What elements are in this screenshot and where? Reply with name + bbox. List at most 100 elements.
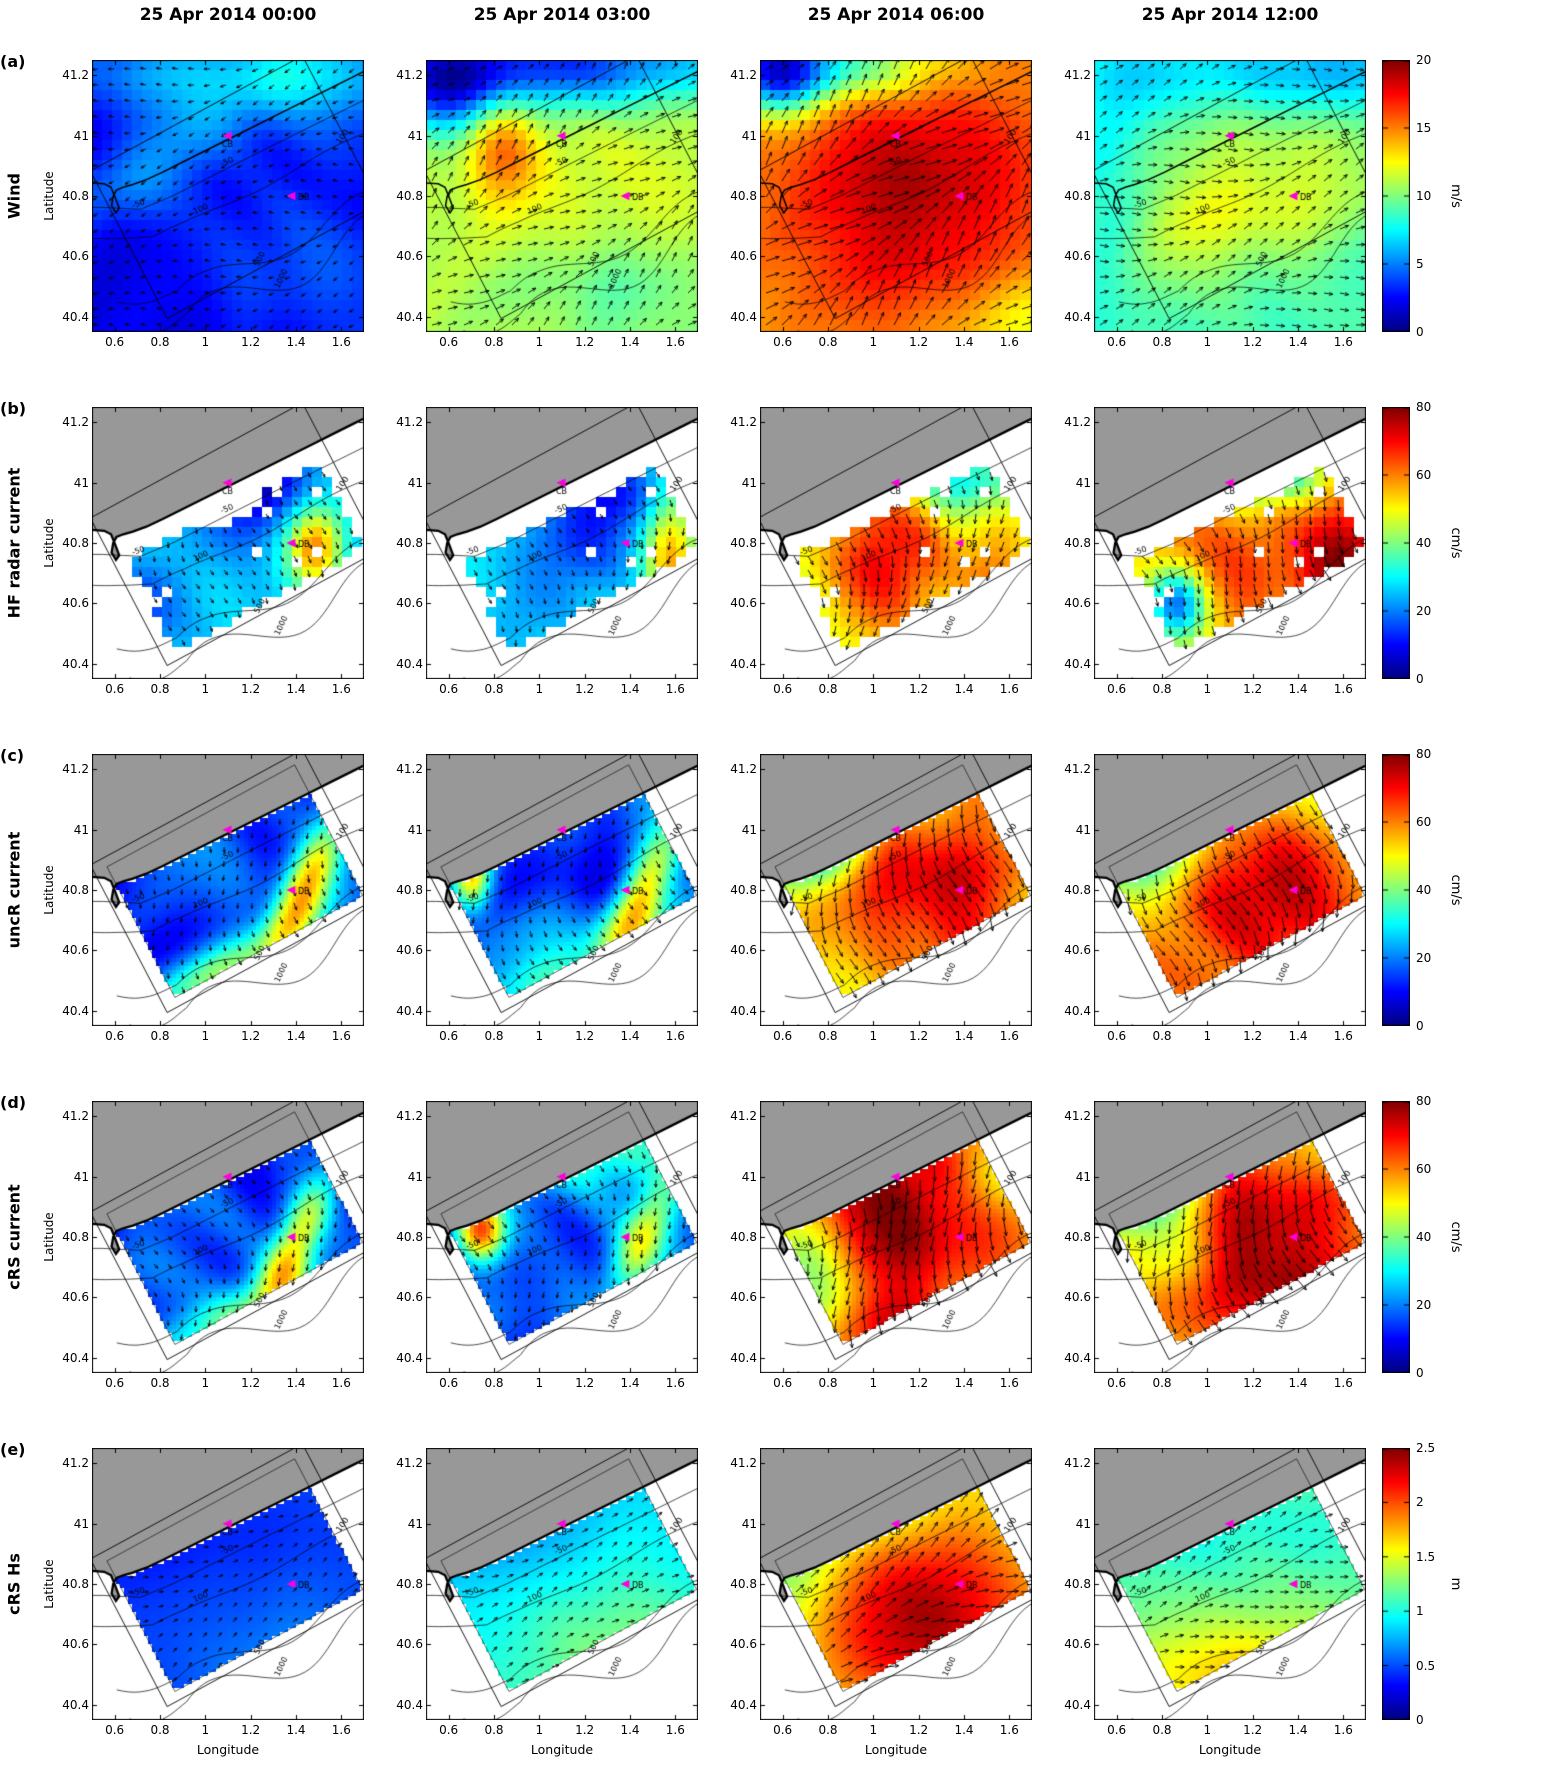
panel-letter-d: (d) bbox=[0, 1093, 27, 1112]
colorbar-canvas-b bbox=[1382, 407, 1410, 679]
map-panel-c-1: Latitude 41.2 41 40.8 40.6 40.4 0.6 0.8 1 1.2 1.4 1… bbox=[42, 754, 364, 1071]
colorbar-c: 0 20 40 60 80 cm/s bbox=[1382, 747, 1502, 1033]
colorbar-tick-label: 0 bbox=[1416, 672, 1424, 686]
colorbar-tick-label: 80 bbox=[1416, 747, 1432, 761]
x-tick-label: 0.6 bbox=[105, 682, 125, 696]
y-tick-label: 41.2 bbox=[62, 762, 89, 777]
y-tick-label: 40.4 bbox=[396, 309, 423, 324]
column-title-2: 25 Apr 2014 03:00 bbox=[473, 5, 651, 25]
x-tick-label: 1 bbox=[535, 335, 544, 349]
map-canvas-a-2 bbox=[426, 60, 698, 332]
y-tick-label: 40.6 bbox=[62, 943, 89, 958]
colorbar-tick-label: 0 bbox=[1416, 1713, 1424, 1727]
y-tick-label: 40.6 bbox=[1064, 249, 1091, 264]
x-tick-label: 0.8 bbox=[818, 335, 838, 349]
x-tick-label: 1.4 bbox=[620, 682, 640, 696]
x-tick-label: 1.2 bbox=[909, 1029, 929, 1043]
map-plot-a-4: 0.6 0.8 1 1.2 1.4 1.6 bbox=[1094, 60, 1366, 349]
x-tick-label: 1 bbox=[535, 1029, 544, 1043]
x-tick-label: 1.4 bbox=[954, 1376, 974, 1390]
x-tick-label: 0.6 bbox=[1107, 1723, 1127, 1737]
y-tick-label: 41.2 bbox=[396, 1109, 423, 1124]
y-axis-c-3: 41.2 41 40.8 40.6 40.4 bbox=[710, 754, 760, 1026]
y-tick-label: 41 bbox=[1075, 1169, 1091, 1184]
y-tick-label: 40.8 bbox=[62, 536, 89, 550]
x-tick-label: 1.6 bbox=[665, 1723, 685, 1737]
y-tick-label: 40.4 bbox=[62, 656, 89, 671]
y-tick-label: 41 bbox=[73, 822, 89, 837]
x-tick-label: 1.2 bbox=[1243, 1376, 1263, 1390]
x-tick-label: 1.4 bbox=[954, 1723, 974, 1737]
x-axis-label: Longitude bbox=[196, 1742, 260, 1757]
x-tick-label: 0.6 bbox=[1107, 682, 1127, 696]
x-tick-label: 1.2 bbox=[241, 682, 261, 696]
x-tick-label: 1.6 bbox=[1333, 335, 1353, 349]
x-tick-label: 1.2 bbox=[1243, 682, 1263, 696]
map-panel-c-3: 41.2 41 40.8 40.6 40.4 0.6 0.8 1 1.2 1.4 1.6 bbox=[710, 754, 1032, 1071]
x-tick-label: 0.8 bbox=[1152, 1723, 1172, 1737]
y-tick-label: 41.2 bbox=[1064, 1456, 1091, 1471]
x-tick-label: 0.8 bbox=[818, 682, 838, 696]
x-tick-label: 1.6 bbox=[999, 1029, 1019, 1043]
x-tick-label: 1.4 bbox=[954, 335, 974, 349]
row-left-labels-b: (b) HF radar current bbox=[0, 399, 42, 679]
y-tick-label: 41.2 bbox=[396, 1456, 423, 1471]
x-tick-label: 1.4 bbox=[286, 682, 306, 696]
y-tick-label: 40.6 bbox=[1064, 1290, 1091, 1305]
y-axis-e-1: Latitude 41.2 41 40.8 40.6 40.4 bbox=[42, 1448, 92, 1720]
header-group-2: 25 Apr 2014 03:00 bbox=[376, 5, 698, 25]
x-tick-label: 1.2 bbox=[241, 1723, 261, 1737]
x-tick-label: 1.4 bbox=[954, 682, 974, 696]
map-plot-a-1: 0.6 0.8 1 1.2 1.4 1.6 bbox=[92, 60, 364, 349]
map-plot-c-3: 0.6 0.8 1 1.2 1.4 1.6 bbox=[760, 754, 1032, 1043]
y-tick-label: 40.8 bbox=[396, 1577, 423, 1591]
y-tick-label: 40.6 bbox=[62, 1290, 89, 1305]
colorbar-tick-label: 20 bbox=[1416, 951, 1432, 965]
map-panel-b-4: 41.2 41 40.8 40.6 40.4 0.6 0.8 1 1.2 1.4 1.6 bbox=[1044, 407, 1366, 724]
panel-letter-e: (e) bbox=[0, 1440, 26, 1459]
map-canvas-a-1 bbox=[92, 60, 364, 332]
colorbar-a: 0 5 10 15 20 m/s bbox=[1382, 53, 1502, 339]
y-tick-label: 40.4 bbox=[730, 1350, 757, 1365]
map-plot-e-3: 0.6 0.8 1 1.2 1.4 1.6 Longitude bbox=[760, 1448, 1032, 1757]
x-tick-label: 1.2 bbox=[909, 1376, 929, 1390]
x-tick-label: 1.6 bbox=[999, 682, 1019, 696]
y-tick-label: 41 bbox=[407, 822, 423, 837]
map-canvas-b-1 bbox=[92, 407, 364, 679]
y-tick-label: 40.6 bbox=[62, 249, 89, 264]
x-tick-label: 1.2 bbox=[909, 1723, 929, 1737]
y-tick-label: 40.4 bbox=[396, 656, 423, 671]
y-tick-label: 41.2 bbox=[62, 68, 89, 83]
y-tick-label: 41 bbox=[73, 128, 89, 143]
colorbar-unit-c: cm/s bbox=[1448, 874, 1463, 906]
colorbar-tick-label: 40 bbox=[1416, 883, 1432, 897]
colorbar-tick-label: 2.5 bbox=[1416, 1441, 1436, 1455]
y-tick-label: 40.4 bbox=[730, 309, 757, 324]
x-tick-label: 1.4 bbox=[620, 335, 640, 349]
figure-row-d: (d) cRS current Latitude 41.2 41 40.8 40.6 40.4… bbox=[0, 1071, 1561, 1418]
map-plot-c-1: 0.6 0.8 1 1.2 1.4 1.6 bbox=[92, 754, 364, 1043]
y-tick-label: 40.4 bbox=[730, 656, 757, 671]
map-plot-b-4: 0.6 0.8 1 1.2 1.4 1.6 bbox=[1094, 407, 1366, 696]
y-axis-a-1: Latitude 41.2 41 40.8 40.6 40.4 bbox=[42, 60, 92, 332]
y-tick-label: 40.6 bbox=[396, 1290, 423, 1305]
y-tick-label: 40.8 bbox=[730, 536, 757, 550]
y-tick-label: 41 bbox=[407, 1516, 423, 1531]
x-tick-label: 0.8 bbox=[484, 1029, 504, 1043]
map-canvas-c-4 bbox=[1094, 754, 1366, 1026]
y-tick-label: 41 bbox=[1075, 822, 1091, 837]
row-label-a: Wind bbox=[4, 173, 24, 219]
y-tick-label: 40.4 bbox=[1064, 309, 1091, 324]
x-tick-label: 1.6 bbox=[665, 1029, 685, 1043]
row-left-labels-c: (c) uncR current bbox=[0, 746, 42, 1026]
x-tick-label: 1 bbox=[201, 1029, 210, 1043]
figure-row-a: (a) Wind Latitude 41.2 41 40.8 40.6 40.4 0.6 0.8 1… bbox=[0, 30, 1561, 377]
colorbar-tick-label: 40 bbox=[1416, 1230, 1432, 1244]
x-tick-label: 0.6 bbox=[439, 1723, 459, 1737]
figure-row-e: (e) cRS Hs Latitude 41.2 41 40.8 40.6 40.4 0.6 0.… bbox=[0, 1418, 1561, 1765]
x-tick-label: 1.2 bbox=[575, 682, 595, 696]
x-tick-label: 1.2 bbox=[575, 1723, 595, 1737]
y-tick-label: 40.6 bbox=[396, 1637, 423, 1652]
